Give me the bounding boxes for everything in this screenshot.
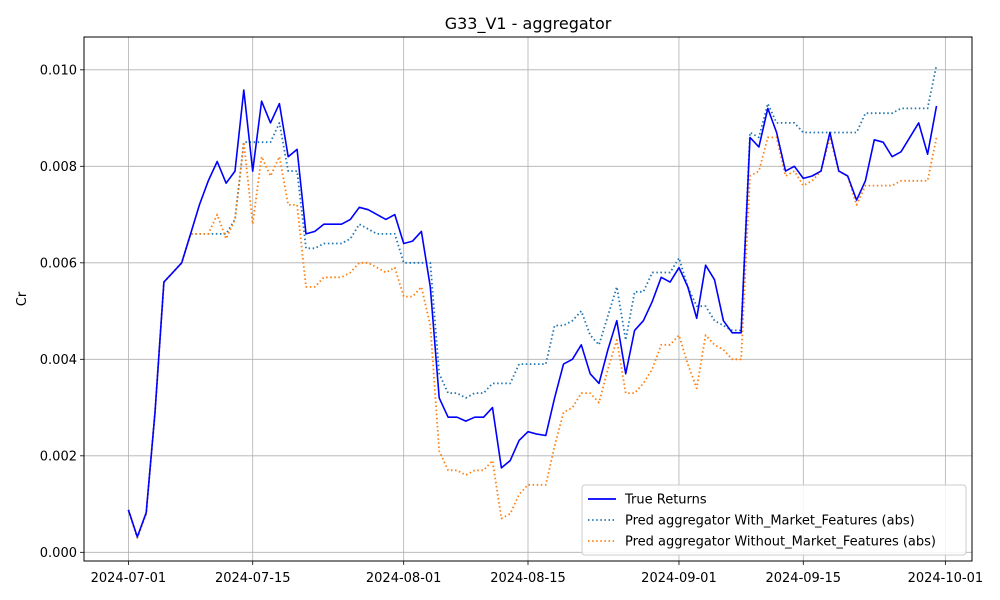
series-with-market-features-line	[127, 64, 938, 539]
series-lines	[127, 64, 938, 539]
x-tick-label: 2024-10-01	[908, 571, 984, 586]
y-tick-label: 0.002	[40, 449, 77, 464]
y-tick-label: 0.000	[40, 546, 77, 561]
series-true-returns-line	[127, 89, 938, 538]
y-tick-label: 0.008	[40, 160, 77, 175]
grid	[84, 37, 972, 561]
x-tick-label: 2024-09-01	[641, 571, 717, 586]
y-tick-label: 0.010	[40, 63, 77, 78]
y-tick-label: 0.006	[40, 256, 77, 271]
legend-box	[581, 484, 967, 556]
chart-title: G33_V1 - aggregator	[445, 14, 612, 34]
legend: True Returns Pred aggregator With_Market_…	[581, 484, 967, 556]
x-tick-label: 2024-08-01	[366, 571, 442, 586]
y-tick-label: 0.004	[40, 353, 77, 368]
x-tick-label: 2024-07-01	[91, 571, 167, 586]
series-without-market-features-line	[127, 136, 938, 539]
legend-item-true-returns-label: True Returns	[624, 493, 707, 508]
x-tick-label: 2024-09-15	[765, 571, 841, 586]
x-tick-label: 2024-08-15	[490, 571, 566, 586]
x-tick-label: 2024-07-15	[215, 571, 291, 586]
y-axis-label: Cr	[15, 291, 30, 306]
legend-item-with-market-features-label: Pred aggregator With_Market_Features (ab…	[625, 514, 915, 529]
legend-item-without-market-features-label: Pred aggregator Without_Market_Features …	[625, 535, 936, 550]
axis-ticks: 2024-07-01 2024-07-15 2024-08-01 2024-08-15…	[40, 63, 983, 586]
